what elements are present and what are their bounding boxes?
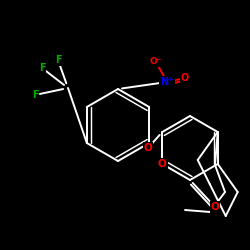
Text: O⁻: O⁻	[150, 58, 162, 66]
Text: O: O	[144, 143, 152, 153]
Text: O: O	[210, 202, 220, 212]
Text: O: O	[181, 73, 189, 83]
Text: F: F	[55, 55, 61, 65]
Text: O: O	[158, 159, 167, 169]
Text: F: F	[39, 63, 45, 73]
Text: N⁺: N⁺	[160, 77, 174, 87]
Text: F: F	[32, 90, 38, 100]
